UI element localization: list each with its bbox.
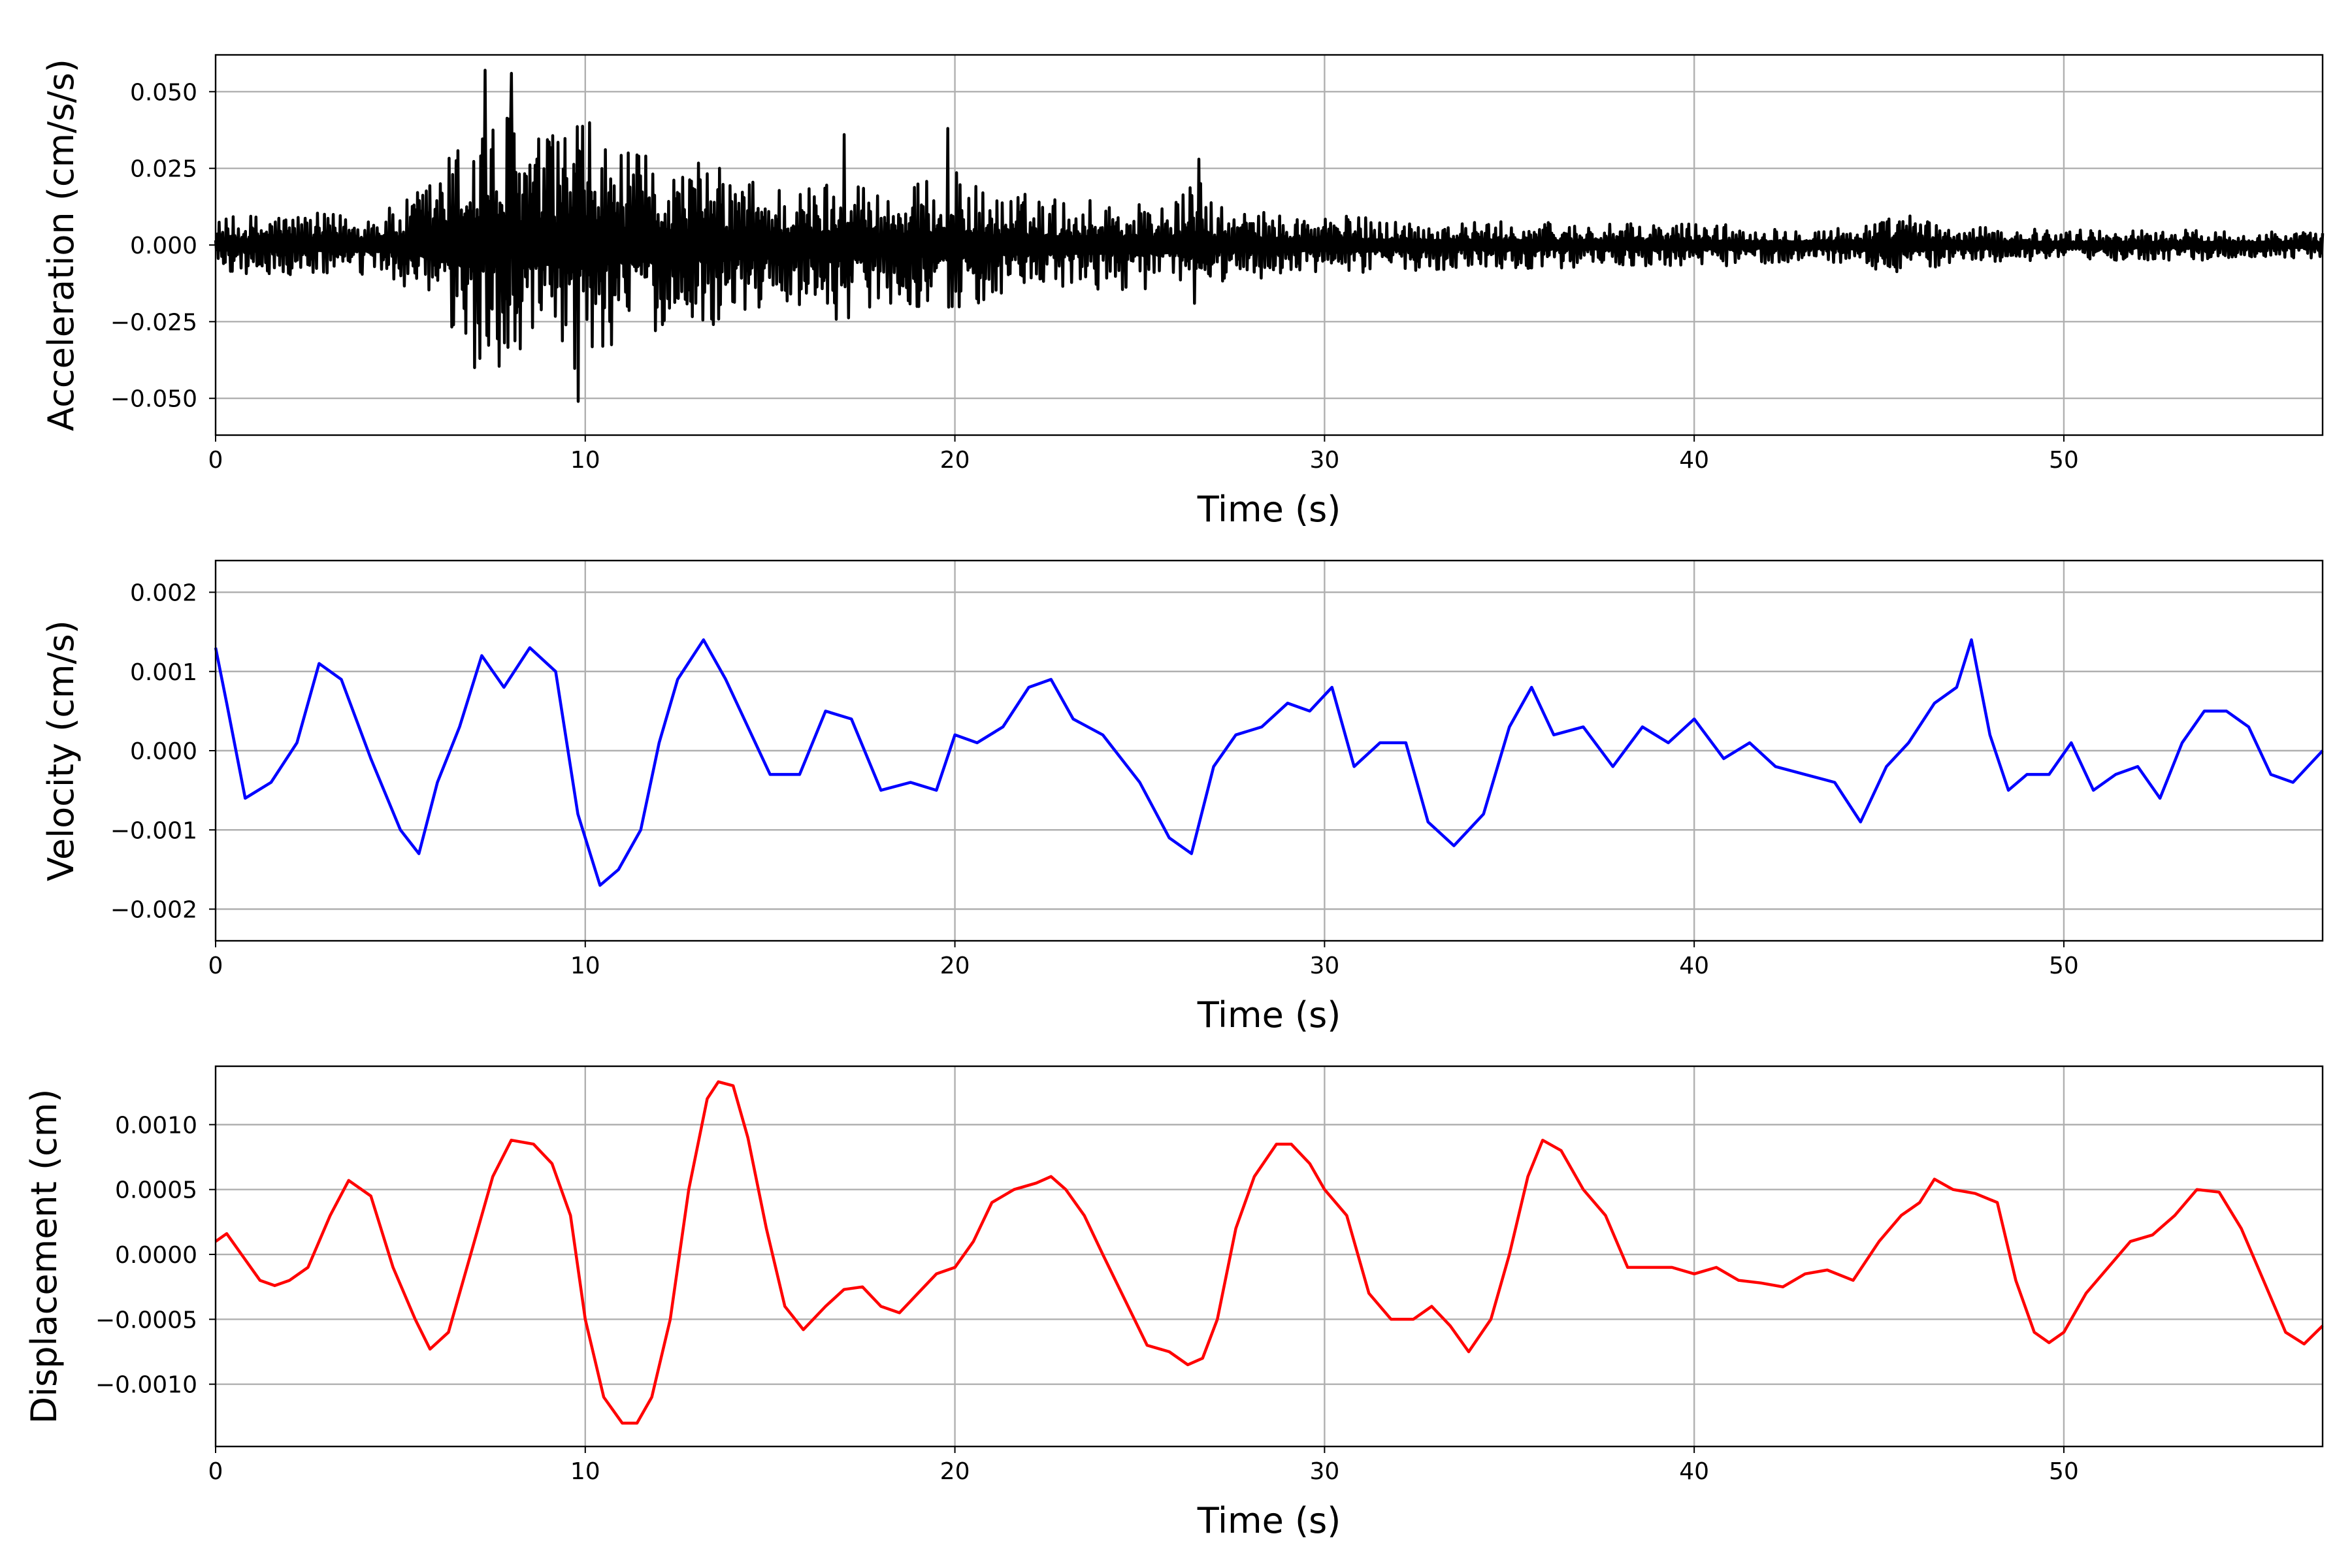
acceleration-panel: 0 10 20 30 40 50 −0.050 −0.025 0.000 0.025 0.050 Ti… [41,54,2325,530]
velocity-ytick-label: −0.001 [110,817,197,844]
acceleration-xtick-label: 50 [2049,447,2079,474]
velocity-xtick-label: 30 [1309,953,1339,979]
velocity-xlabel: Time (s) [1197,994,1341,1036]
acceleration-ytick-label: 0.050 [130,79,197,106]
acceleration-xlabel: Time (s) [1197,489,1341,530]
velocity-ytick-label: 0.002 [130,580,197,607]
acceleration-xtick-label: 10 [570,447,600,474]
velocity-ylabel: Velocity (cm/s) [41,620,82,881]
displacement-ytick-label: −0.0005 [95,1307,197,1333]
velocity-series-line [214,638,2324,887]
displacement-axes-frame [214,1065,2324,1448]
displacement-ytick-label: −0.0010 [95,1372,197,1399]
velocity-xtick-label: 0 [208,953,223,979]
velocity-xtick-label: 20 [940,953,970,979]
velocity-xtick-label: 10 [570,953,600,979]
displacement-xtick-label: 50 [2049,1458,2079,1485]
displacement-xtick-label: 30 [1309,1458,1339,1485]
acceleration-ytick-label: 0.000 [130,233,197,259]
velocity-xtick-label: 40 [1679,953,1709,979]
displacement-ytick-label: 0.0005 [115,1177,197,1204]
acceleration-series-line [214,69,2325,403]
velocity-panel: 0 10 20 30 40 50 −0.002 −0.001 0.000 0.001 0.002 Ti… [41,559,2324,1036]
displacement-ytick-label: 0.0010 [115,1112,197,1139]
displacement-xtick-label: 40 [1679,1458,1709,1485]
displacement-xtick-label: 20 [940,1458,970,1485]
acceleration-ylabel: Acceleration (cm/s/s) [41,59,82,431]
velocity-ytick-label: 0.001 [130,659,197,686]
displacement-xtick-label: 10 [570,1458,600,1485]
displacement-panel: 0 10 20 30 40 50 −0.0010 −0.0005 0.0000 0.0005 0.0… [24,1065,2324,1541]
acceleration-xtick-label: 20 [940,447,970,474]
acceleration-xtick-label: 0 [208,447,223,474]
displacement-series-line [214,1080,2324,1425]
acceleration-xtick-label: 40 [1679,447,1709,474]
displacement-ylabel: Displacement (cm) [24,1089,65,1424]
velocity-ytick-label: −0.002 [110,897,197,924]
acceleration-ytick-label: 0.025 [130,156,197,183]
displacement-xtick-label: 0 [208,1458,223,1485]
displacement-xlabel: Time (s) [1197,1500,1341,1541]
velocity-xtick-label: 50 [2049,953,2079,979]
acceleration-ytick-label: −0.050 [110,386,197,413]
acceleration-ytick-label: −0.025 [110,309,197,336]
acceleration-xtick-label: 30 [1309,447,1339,474]
velocity-ytick-label: 0.000 [130,738,197,765]
displacement-ytick-label: 0.0000 [115,1242,197,1269]
